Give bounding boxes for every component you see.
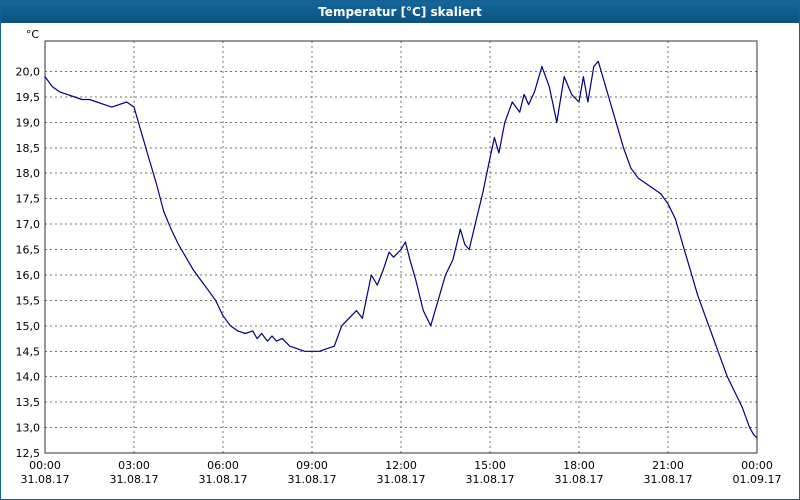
svg-text:15:00: 15:00	[474, 459, 506, 472]
svg-text:12,5: 12,5	[16, 447, 41, 460]
svg-text:18,0: 18,0	[16, 167, 41, 180]
svg-text:31.08.17: 31.08.17	[199, 473, 248, 486]
svg-text:17,0: 17,0	[16, 218, 41, 231]
svg-text:31.08.17: 31.08.17	[555, 473, 604, 486]
svg-text:19,5: 19,5	[16, 91, 41, 104]
svg-text:31.08.17: 31.08.17	[644, 473, 693, 486]
svg-text:15,5: 15,5	[16, 294, 41, 307]
svg-text:13,5: 13,5	[16, 396, 41, 409]
svg-text:17,5: 17,5	[16, 193, 41, 206]
svg-text:°C: °C	[26, 28, 40, 41]
svg-text:31.08.17: 31.08.17	[377, 473, 426, 486]
chart-area: 20,0 19,5 19,0 18,5 18,0 17,5 17,0 16,5 16,0 15,5…	[1, 23, 799, 499]
window-titlebar: Temperatur [°C] skaliert	[1, 1, 799, 23]
svg-text:13,0: 13,0	[16, 422, 41, 435]
svg-text:16,0: 16,0	[16, 269, 41, 282]
svg-text:14,5: 14,5	[16, 345, 41, 358]
svg-text:12:00: 12:00	[385, 459, 417, 472]
svg-text:00:00: 00:00	[741, 459, 773, 472]
svg-text:09:00: 09:00	[296, 459, 328, 472]
svg-text:00:00: 00:00	[29, 459, 61, 472]
window-title: Temperatur [°C] skaliert	[318, 5, 482, 19]
svg-text:31.08.17: 31.08.17	[110, 473, 159, 486]
svg-text:31.08.17: 31.08.17	[21, 473, 70, 486]
svg-text:19,0: 19,0	[16, 116, 41, 129]
svg-text:31.08.17: 31.08.17	[288, 473, 337, 486]
svg-text:14,0: 14,0	[16, 371, 41, 384]
svg-text:16,5: 16,5	[16, 244, 41, 257]
svg-text:20,0: 20,0	[16, 66, 41, 79]
svg-text:18,5: 18,5	[16, 142, 41, 155]
svg-text:15,0: 15,0	[16, 320, 41, 333]
svg-text:18:00: 18:00	[563, 459, 595, 472]
svg-text:31.08.17: 31.08.17	[466, 473, 515, 486]
svg-text:21:00: 21:00	[652, 459, 684, 472]
svg-text:01.09.17: 01.09.17	[733, 473, 782, 486]
svg-text:06:00: 06:00	[207, 459, 239, 472]
svg-text:03:00: 03:00	[118, 459, 150, 472]
temperature-line-chart: 20,0 19,5 19,0 18,5 18,0 17,5 17,0 16,5 16,0 15,5…	[16, 28, 782, 486]
